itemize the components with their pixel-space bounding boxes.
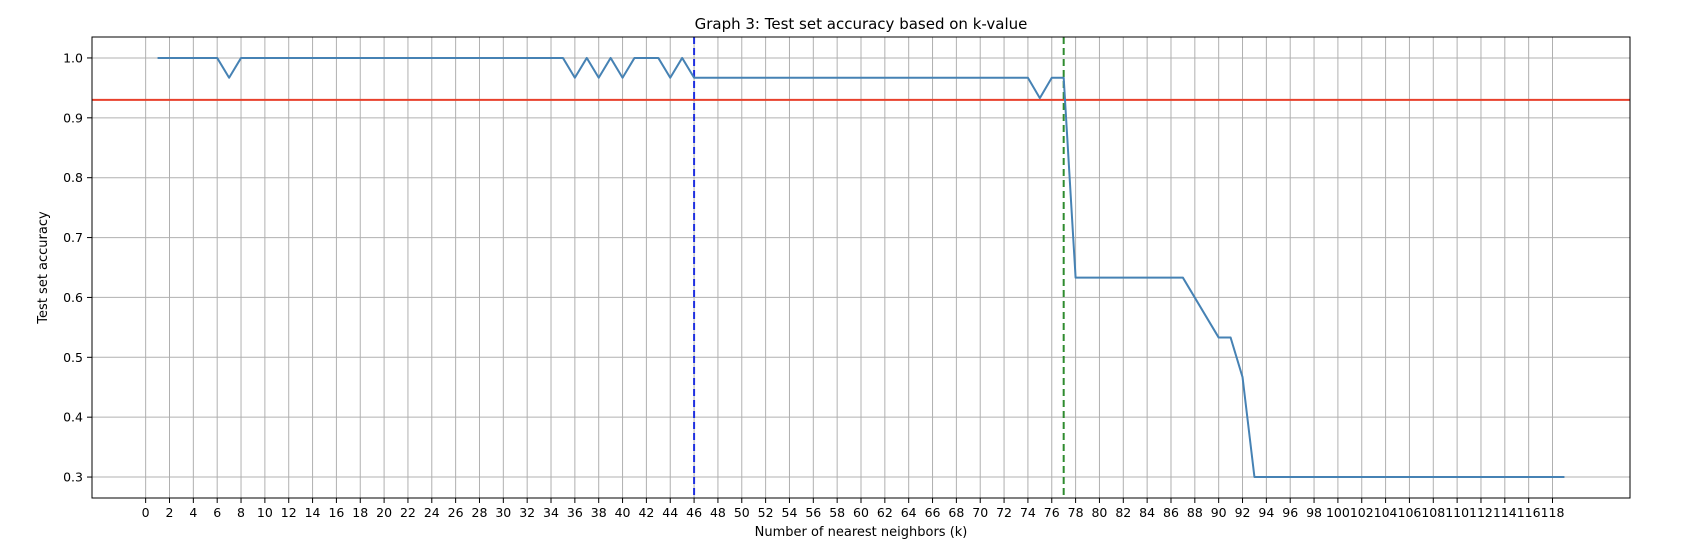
y-tick-label: 0.8	[63, 170, 83, 185]
y-tick-label: 0.3	[63, 470, 83, 485]
x-tick-label: 82	[1115, 505, 1131, 520]
y-tick-label: 0.4	[63, 410, 83, 425]
x-tick-label: 0	[142, 505, 150, 520]
x-tick-label: 86	[1163, 505, 1179, 520]
data-series	[157, 56, 1565, 479]
x-tick-label: 38	[591, 505, 607, 520]
x-tick-label: 56	[805, 505, 821, 520]
x-tick-label: 84	[1139, 505, 1155, 520]
x-tick-label: 28	[472, 505, 488, 520]
accuracy-series-line	[157, 56, 1565, 479]
x-tick-label: 40	[615, 505, 631, 520]
x-tick-label: 108	[1421, 505, 1445, 520]
chart-title: Graph 3: Test set accuracy based on k-va…	[695, 15, 1028, 33]
y-tick-label: 0.7	[63, 230, 83, 245]
x-tick-label: 44	[662, 505, 678, 520]
x-tick-label: 106	[1398, 505, 1422, 520]
x-tick-label: 58	[829, 505, 845, 520]
x-tick-label: 52	[758, 505, 774, 520]
x-tick-label: 110	[1445, 505, 1469, 520]
x-tick-label: 64	[901, 505, 917, 520]
x-tick-label: 114	[1493, 505, 1517, 520]
x-tick-label: 14	[305, 505, 321, 520]
x-tick-label: 78	[1068, 505, 1084, 520]
x-tick-label: 100	[1326, 505, 1350, 520]
x-tick-label: 34	[543, 505, 559, 520]
x-tick-label: 72	[996, 505, 1012, 520]
x-tick-label: 26	[448, 505, 464, 520]
x-tick-label: 8	[237, 505, 245, 520]
x-tick-label: 42	[638, 505, 654, 520]
x-tick-label: 76	[1044, 505, 1060, 520]
x-tick-label: 10	[257, 505, 273, 520]
x-tick-label: 12	[281, 505, 297, 520]
x-tick-label: 116	[1517, 505, 1541, 520]
x-tick-label: 98	[1306, 505, 1322, 520]
x-tick-label: 94	[1258, 505, 1274, 520]
x-tick-label: 36	[567, 505, 583, 520]
grid-lines	[92, 37, 1630, 498]
x-tick-label: 66	[925, 505, 941, 520]
x-tick-label: 96	[1282, 505, 1298, 520]
x-tick-label: 88	[1187, 505, 1203, 520]
x-tick-label: 48	[710, 505, 726, 520]
x-tick-label: 62	[877, 505, 893, 520]
x-tick-label: 2	[166, 505, 174, 520]
y-tick-label: 1.0	[63, 50, 83, 65]
x-tick-label: 70	[972, 505, 988, 520]
x-tick-label: 118	[1541, 505, 1565, 520]
x-tick-label: 50	[734, 505, 750, 520]
x-tick-label: 46	[686, 505, 702, 520]
x-tick-label: 6	[213, 505, 221, 520]
x-tick-label: 92	[1235, 505, 1251, 520]
x-tick-label: 18	[352, 505, 368, 520]
x-tick-label: 22	[400, 505, 416, 520]
x-tick-label: 80	[1091, 505, 1107, 520]
y-tick-label: 0.5	[63, 350, 83, 365]
x-tick-label: 16	[328, 505, 344, 520]
x-tick-label: 24	[424, 505, 440, 520]
x-tick-label: 30	[495, 505, 511, 520]
reference-lines	[92, 37, 1630, 498]
axis-ticks: 0 2 4 6 8 10 12 14 16 18 20 22 24 26 28 30 32 34 36 38 40 42 4…	[63, 50, 1564, 520]
x-tick-label: 90	[1211, 505, 1227, 520]
x-tick-label: 68	[948, 505, 964, 520]
x-tick-label: 60	[853, 505, 869, 520]
x-tick-label: 102	[1350, 505, 1374, 520]
x-tick-label: 20	[376, 505, 392, 520]
x-tick-label: 4	[189, 505, 197, 520]
x-tick-label: 32	[519, 505, 535, 520]
x-tick-label: 54	[782, 505, 798, 520]
x-axis-label: Number of nearest neighbors (k)	[755, 525, 968, 540]
y-tick-label: 0.6	[63, 290, 83, 305]
x-tick-label: 74	[1020, 505, 1036, 520]
y-axis-label: Test set accuracy	[36, 211, 51, 325]
y-tick-label: 0.9	[63, 110, 83, 125]
x-tick-label: 112	[1469, 505, 1493, 520]
x-tick-label: 104	[1374, 505, 1398, 520]
